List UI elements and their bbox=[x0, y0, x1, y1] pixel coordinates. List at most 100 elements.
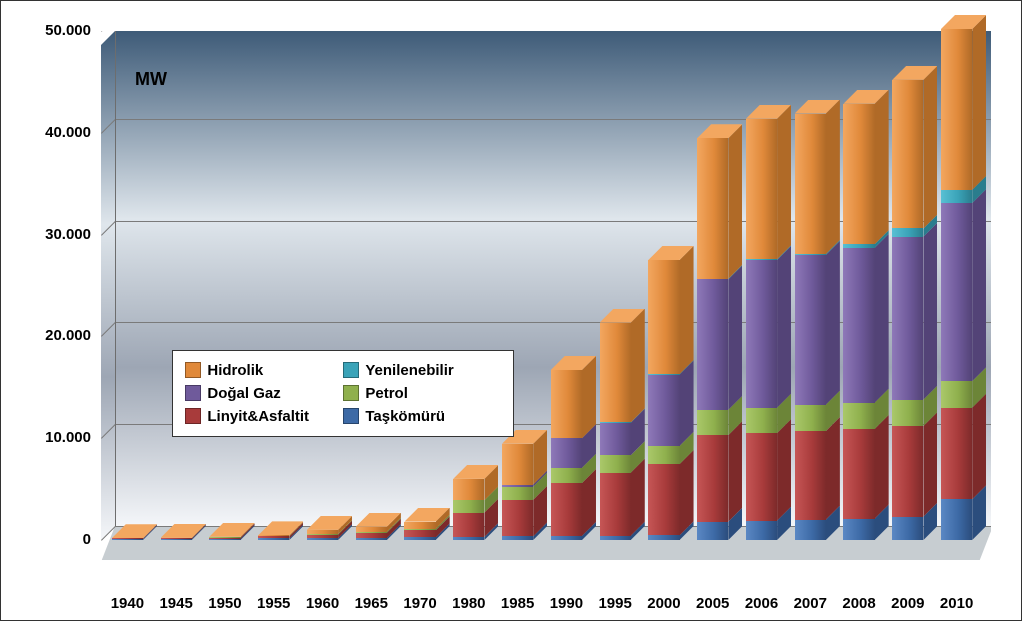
legend: HidrolikYenilenebilir Doğal Gaz Petrol Liny… bbox=[172, 350, 514, 437]
legend-swatch bbox=[343, 385, 359, 401]
bar-segment bbox=[161, 538, 192, 539]
bar-segment bbox=[843, 519, 874, 540]
bar-segment bbox=[648, 535, 679, 540]
bar-segment bbox=[356, 538, 387, 540]
y-axis: 010.00020.00030.00040.00050.000 bbox=[1, 31, 96, 560]
legend-label: Petrol bbox=[365, 385, 408, 402]
bar-segment-side bbox=[582, 356, 596, 438]
bar-segment bbox=[843, 104, 874, 244]
x-tick-label: 1955 bbox=[257, 595, 290, 612]
bar-segment bbox=[746, 259, 777, 260]
y-tick-label: 30.000 bbox=[45, 226, 91, 243]
bar-segment bbox=[795, 405, 826, 431]
bar-segment bbox=[941, 381, 972, 407]
bar-segment bbox=[746, 408, 777, 433]
bar-segment bbox=[648, 260, 679, 374]
bar-segment bbox=[112, 538, 143, 539]
bar-segment bbox=[697, 279, 728, 409]
bar-segment bbox=[551, 370, 582, 438]
legend-row: HidrolikYenilenebilir bbox=[185, 359, 501, 382]
bar-segment bbox=[551, 438, 582, 468]
bar-segment-side bbox=[728, 124, 742, 278]
bar-segment bbox=[600, 455, 631, 472]
x-tick-label: 2008 bbox=[842, 595, 875, 612]
bar-segment-side bbox=[631, 309, 645, 423]
bar-segment bbox=[502, 536, 533, 540]
bar-segment bbox=[404, 529, 435, 531]
bar-segment-side bbox=[777, 105, 791, 259]
legend-label: Doğal Gaz bbox=[207, 385, 280, 402]
x-tick-label: 2006 bbox=[745, 595, 778, 612]
bar-segment-side bbox=[826, 241, 840, 405]
bar-segment bbox=[356, 533, 387, 538]
bar-segment-side bbox=[972, 394, 986, 500]
bar-segment-side bbox=[923, 66, 937, 229]
bar-segment bbox=[697, 138, 728, 278]
bar-segment-side bbox=[875, 90, 889, 244]
bar-segment bbox=[892, 228, 923, 236]
bar-segment bbox=[258, 536, 289, 538]
legend-swatch bbox=[343, 408, 359, 424]
x-tick-label: 1980 bbox=[452, 595, 485, 612]
bar-segment-side bbox=[680, 246, 694, 374]
x-tick-label: 1950 bbox=[208, 595, 241, 612]
bar-segment bbox=[697, 410, 728, 435]
bar-segment-side bbox=[826, 100, 840, 254]
bar-segment-side bbox=[875, 234, 889, 403]
y-tick-label: 20.000 bbox=[45, 328, 91, 345]
bar-segment bbox=[112, 539, 143, 540]
bar-segment bbox=[502, 444, 533, 485]
bar-segment bbox=[307, 535, 338, 539]
bar-segment bbox=[307, 530, 338, 534]
legend-row: Linyit&AsfaltitTaşkömürü bbox=[185, 405, 501, 428]
bar-segment-side bbox=[777, 246, 791, 408]
bar-segment bbox=[892, 237, 923, 400]
bar-segment bbox=[453, 479, 484, 500]
legend-swatch bbox=[185, 362, 201, 378]
bar-segment bbox=[843, 248, 874, 403]
bar-segment bbox=[209, 538, 240, 539]
legend-item: Petrol bbox=[343, 385, 483, 402]
bar-segment bbox=[941, 203, 972, 381]
bar-segment bbox=[843, 403, 874, 429]
bar-segment bbox=[209, 539, 240, 540]
bar-segment bbox=[502, 485, 533, 487]
bar-segment bbox=[356, 532, 387, 533]
x-tick-label: 1990 bbox=[550, 595, 583, 612]
x-tick-label: 2000 bbox=[647, 595, 680, 612]
legend-item: Yenilenebilir bbox=[343, 362, 483, 379]
bar-segment-side bbox=[680, 450, 694, 535]
bar-segment bbox=[892, 400, 923, 426]
legend-item: Linyit&Asfaltit bbox=[185, 408, 325, 425]
bar-segment bbox=[892, 426, 923, 517]
bar-segment bbox=[453, 537, 484, 540]
bar-segment-side bbox=[875, 415, 889, 519]
x-tick-label: 2005 bbox=[696, 595, 729, 612]
bar-segment bbox=[404, 522, 435, 529]
y-tick-label: 50.000 bbox=[45, 22, 91, 39]
bar-segment bbox=[746, 433, 777, 521]
bar-segment bbox=[258, 538, 289, 540]
legend-row: Doğal Gaz Petrol bbox=[185, 382, 501, 405]
bar-segment bbox=[404, 537, 435, 540]
bar-segment bbox=[795, 520, 826, 540]
bar-segment bbox=[697, 435, 728, 522]
bar-segment bbox=[600, 536, 631, 540]
bar-segment bbox=[746, 521, 777, 540]
bar-segment bbox=[941, 29, 972, 190]
bar-segment bbox=[795, 114, 826, 254]
bar-segment-side bbox=[923, 412, 937, 517]
chart-frame: 010.00020.00030.00040.00050.000 19401945… bbox=[0, 0, 1022, 621]
bar-segment bbox=[356, 527, 387, 532]
bar-segment bbox=[600, 323, 631, 423]
bar-segment bbox=[551, 536, 582, 540]
x-axis: 1940194519501955196019651970198019851990… bbox=[101, 565, 991, 620]
bar-segment bbox=[892, 80, 923, 229]
x-tick-label: 2007 bbox=[794, 595, 827, 612]
x-tick-label: 1940 bbox=[111, 595, 144, 612]
x-tick-label: 2010 bbox=[940, 595, 973, 612]
legend-swatch bbox=[343, 362, 359, 378]
bar-segment bbox=[258, 535, 289, 536]
bar-segment bbox=[209, 537, 240, 538]
plot-area bbox=[101, 31, 991, 560]
